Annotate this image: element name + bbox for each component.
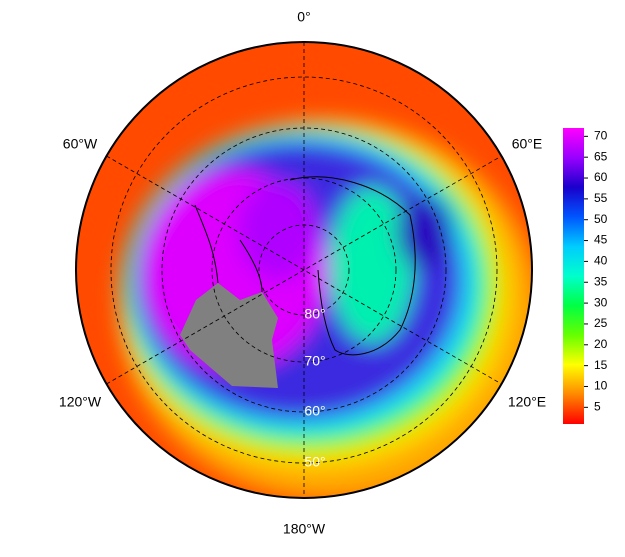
longitude-label: 120°W bbox=[59, 394, 102, 410]
longitude-label: 120°E bbox=[508, 394, 546, 410]
colorbar-tick-label: 30 bbox=[594, 295, 608, 309]
colorbar-tick-label: 25 bbox=[594, 316, 608, 330]
longitude-label: 0° bbox=[297, 9, 310, 25]
graticule bbox=[106, 42, 502, 498]
colorbar-tick-label: 5 bbox=[594, 399, 601, 413]
coastline bbox=[289, 176, 416, 356]
longitude-label: 60°E bbox=[512, 136, 543, 152]
colorbar-tick-label: 35 bbox=[594, 274, 608, 288]
colorbar bbox=[563, 128, 584, 424]
colorbar-tick-label: 60 bbox=[594, 170, 608, 184]
longitude-label: 180°W bbox=[283, 521, 326, 537]
latitude-label: 50° bbox=[304, 454, 325, 470]
data-field bbox=[76, 42, 532, 498]
coastline bbox=[194, 204, 263, 293]
latitude-labels: 80° 70° 60° 50° bbox=[304, 306, 325, 470]
colorbar-tick-label: 45 bbox=[594, 233, 608, 247]
map-border bbox=[75, 41, 533, 499]
colorbar-tick-label: 50 bbox=[594, 212, 608, 226]
colorbar-tick-label: 70 bbox=[594, 129, 608, 143]
latitude-label: 60° bbox=[304, 403, 325, 419]
no-data-region bbox=[180, 283, 278, 388]
longitude-label: 60°W bbox=[63, 136, 98, 152]
colorbar-tick-label: 40 bbox=[594, 254, 608, 268]
colorbar-tick-label: 20 bbox=[594, 337, 608, 351]
colorbar-tick-label: 10 bbox=[594, 379, 608, 393]
colorbar-tick-label: 15 bbox=[594, 358, 608, 372]
field-shading bbox=[120, 120, 532, 498]
colorbar-tick-label: 65 bbox=[594, 149, 608, 163]
colorbar-tick-label: 55 bbox=[594, 191, 608, 205]
latitude-label: 80° bbox=[304, 306, 325, 322]
latitude-label: 70° bbox=[304, 353, 325, 369]
